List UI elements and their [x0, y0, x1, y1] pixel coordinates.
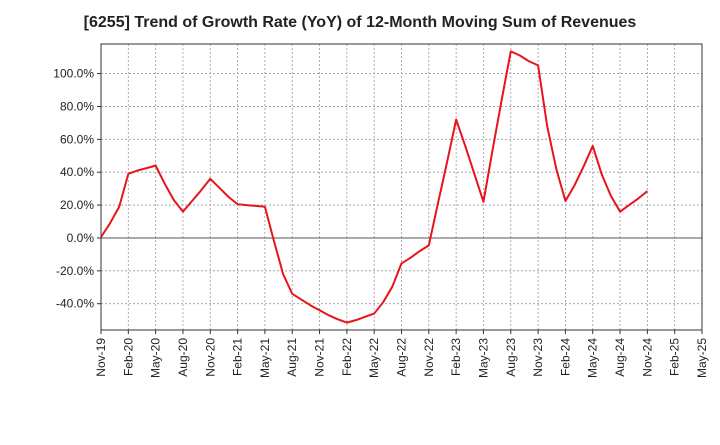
x-tick-label: Feb-25 — [668, 338, 682, 376]
y-tick-label: -20.0% — [56, 264, 94, 278]
y-tick-label: 60.0% — [60, 132, 94, 146]
y-tick-label: 100.0% — [53, 67, 94, 81]
x-tick-label: Aug-20 — [176, 338, 190, 377]
x-tick-label: Feb-22 — [340, 338, 354, 376]
y-tick-label: 20.0% — [60, 198, 94, 212]
x-tick-label: Nov-19 — [94, 338, 108, 377]
y-tick-label: -40.0% — [56, 297, 94, 311]
y-tick-label: 80.0% — [60, 99, 94, 113]
plot-background — [101, 44, 702, 330]
x-tick-label: Feb-23 — [449, 338, 463, 376]
x-tick-label: Feb-21 — [231, 338, 245, 376]
x-tick-label: Aug-24 — [613, 338, 627, 377]
x-tick-label: Nov-21 — [313, 338, 327, 377]
chart-title: [6255] Trend of Growth Rate (YoY) of 12-… — [83, 14, 637, 31]
x-tick-label: Nov-23 — [531, 338, 545, 377]
x-tick-label: Aug-22 — [395, 338, 409, 377]
x-tick-label: Aug-23 — [504, 338, 518, 377]
x-tick-label: Feb-24 — [558, 338, 572, 376]
x-tick-label: May-24 — [586, 338, 600, 378]
x-tick-label: Nov-24 — [640, 338, 654, 377]
x-tick-label: May-21 — [258, 338, 272, 378]
series-line — [100, 50, 648, 324]
x-tick-label: May-22 — [367, 338, 381, 378]
y-tick-label: 40.0% — [60, 165, 94, 179]
x-tick-label: Nov-22 — [422, 338, 436, 377]
x-tick-label: Nov-20 — [203, 338, 217, 377]
x-tick-label: Feb-20 — [121, 338, 135, 376]
x-tick-label: May-23 — [476, 338, 490, 378]
x-tick-label: Aug-21 — [285, 338, 299, 377]
x-tick-label: May-20 — [149, 338, 163, 378]
x-tick-label: May-25 — [695, 338, 709, 378]
y-tick-label: 0.0% — [67, 231, 95, 245]
plot-border — [100, 43, 703, 331]
